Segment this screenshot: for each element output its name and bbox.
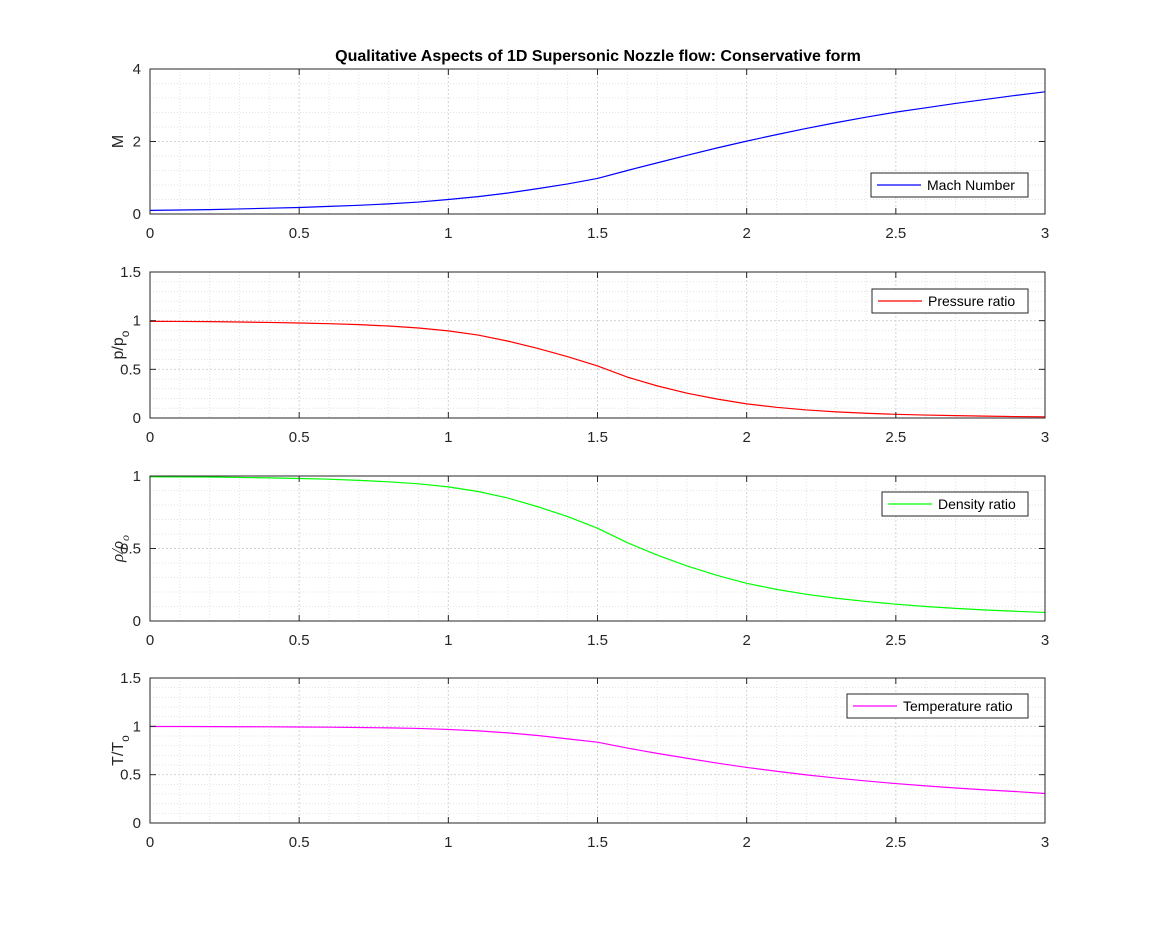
x-tick-label: 1	[444, 834, 452, 851]
x-tick-label: 0.5	[289, 225, 310, 242]
y-tick-label: 0	[133, 206, 141, 223]
x-tick-label: 2	[742, 632, 750, 649]
subplot-1: 0 0.5 1 1.5 2 2.5 3 0 2 4 M Mach Number	[110, 61, 1049, 242]
x-tick-label: 2	[742, 429, 750, 446]
series-line-mach-number	[149, 91, 1046, 211]
y-axis-label-main: M	[110, 135, 127, 148]
x-tick-label: 2.5	[885, 429, 906, 446]
legend: Temperature ratio	[846, 693, 1029, 719]
x-tick-label: 0	[146, 632, 154, 649]
legend: Pressure ratio	[871, 288, 1029, 314]
x-tick-label: 0.5	[289, 834, 310, 851]
x-tick-label: 3	[1041, 632, 1049, 649]
y-axis-label-subscript: o	[118, 330, 132, 337]
legend: Density ratio	[881, 491, 1029, 517]
x-tick-label: 0	[146, 429, 154, 446]
x-tick-label: 1	[444, 429, 452, 446]
x-tick-label: 1.5	[587, 632, 608, 649]
x-tick-label: 1.5	[587, 429, 608, 446]
x-tick-label: 1.5	[587, 834, 608, 851]
x-tick-label: 3	[1041, 834, 1049, 851]
subplots: 0 0.5 1 1.5 2 2.5 3 0 2 4 M Mach Number 0 0.5 1 1.5 2 2.5…	[108, 61, 1049, 851]
x-tick-label: 2.5	[885, 225, 906, 242]
y-tick-label: 1.5	[120, 264, 141, 281]
x-tick-label: 0.5	[289, 429, 310, 446]
x-tick-label: 2	[742, 834, 750, 851]
y-axis-label: ρ/ρo	[108, 535, 132, 563]
y-tick-label: 0	[133, 815, 141, 832]
x-tick-label: 0	[146, 225, 154, 242]
x-tick-label: 1	[444, 225, 452, 242]
subplot-4: 0 0.5 1 1.5 2 2.5 3 0 0.5 1 1.5 T/To Temperature rat…	[110, 670, 1049, 851]
y-tick-label: 4	[133, 61, 141, 78]
legend-label: Mach Number	[927, 177, 1015, 193]
y-tick-label: 0.5	[120, 767, 141, 784]
y-tick-label: 2	[133, 134, 141, 151]
y-axis-label-main: ρ/ρ	[108, 541, 127, 563]
subplot-3: 0 0.5 1 1.5 2 2.5 3 0 0.5 1 ρ/ρo Density ratio	[108, 468, 1049, 649]
y-tick-label: 0	[133, 410, 141, 427]
y-tick-label: 0.5	[120, 541, 141, 558]
chart-title: Qualitative Aspects of 1D Supersonic Noz…	[335, 48, 861, 65]
y-tick-label: 1	[133, 718, 141, 735]
series-line-temperature-ratio	[150, 725, 1046, 795]
y-axis-label: M	[110, 135, 127, 148]
y-axis-label: T/To	[110, 735, 132, 766]
y-tick-label: 1.5	[120, 670, 141, 687]
x-tick-label: 2.5	[885, 632, 906, 649]
y-tick-label: 0	[133, 613, 141, 630]
x-tick-label: 0	[146, 834, 154, 851]
x-tick-label: 3	[1041, 225, 1049, 242]
y-axis-label-subscript: o	[118, 535, 132, 541]
x-tick-label: 1.5	[587, 225, 608, 242]
y-axis-label-subscript: o	[118, 735, 132, 742]
legend: Mach Number	[870, 172, 1029, 198]
legend-label: Density ratio	[938, 496, 1016, 512]
y-tick-label: 1	[133, 468, 141, 485]
y-tick-label: 0.5	[120, 361, 141, 378]
legend-label: Pressure ratio	[928, 293, 1015, 309]
y-axis-label-main: p/p	[110, 337, 127, 359]
x-tick-label: 2.5	[885, 834, 906, 851]
y-tick-label: 1	[133, 313, 141, 330]
y-axis-label-main: T/T	[110, 742, 127, 766]
x-tick-label: 2	[742, 225, 750, 242]
x-tick-label: 3	[1041, 429, 1049, 446]
y-axis-label: p/po	[110, 330, 132, 359]
x-tick-label: 1	[444, 632, 452, 649]
subplot-2: 0 0.5 1 1.5 2 2.5 3 0 0.5 1 1.5 p/po Pressure ratio	[110, 264, 1049, 446]
x-tick-label: 0.5	[289, 632, 310, 649]
legend-label: Temperature ratio	[903, 698, 1013, 714]
